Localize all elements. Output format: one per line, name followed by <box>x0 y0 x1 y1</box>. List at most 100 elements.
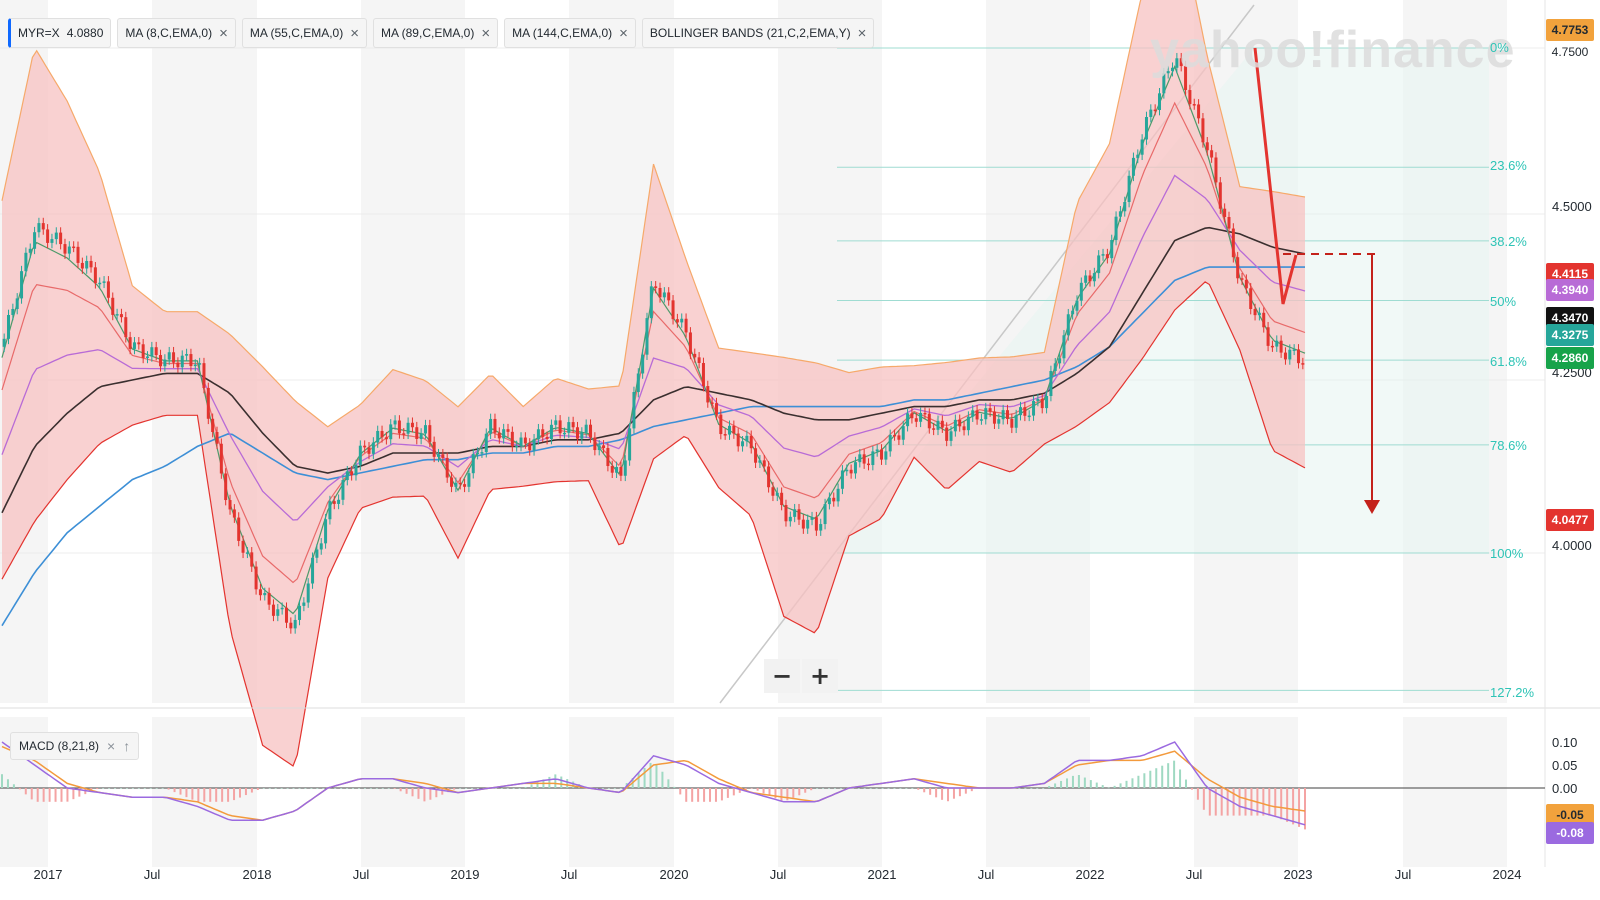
fib-label: 50% <box>1490 294 1517 309</box>
candle-body <box>376 430 380 443</box>
candle-body <box>397 420 401 434</box>
candle-body <box>554 420 558 425</box>
candle-body <box>306 583 310 603</box>
candle-body <box>1001 410 1005 420</box>
candle-body <box>20 271 24 299</box>
candle-body <box>784 505 788 522</box>
drawn-red-zigzag[interactable] <box>1253 47 1298 305</box>
candle-body <box>662 292 666 298</box>
indicator-chip-bollinger[interactable]: BOLLINGER BANDS (21,C,2,EMA,Y) × <box>641 18 875 48</box>
close-icon[interactable]: × <box>857 24 867 42</box>
macd-histogram-bar <box>1042 788 1045 789</box>
candle-body <box>684 318 688 333</box>
candle-body <box>154 347 158 356</box>
macd-histogram-bar <box>435 788 438 798</box>
macd-histogram-bar <box>1071 775 1074 788</box>
macd-histogram-bar <box>1155 768 1158 788</box>
candle-body <box>845 469 849 472</box>
candle-body <box>150 347 154 357</box>
macd-histogram-bar <box>417 788 420 799</box>
macd-histogram-bar <box>1036 788 1039 789</box>
close-icon[interactable]: × <box>219 24 228 42</box>
macd-histogram-bar <box>572 781 575 788</box>
close-icon[interactable]: × <box>619 24 628 42</box>
candle-body <box>215 431 219 444</box>
candle-body <box>606 448 610 467</box>
candle-body <box>419 433 423 439</box>
macd-histogram-bar <box>405 788 408 794</box>
candle-body <box>428 425 432 442</box>
candle-body <box>1192 104 1196 106</box>
candle-body <box>1114 216 1118 240</box>
indicator-chip-ma8[interactable]: MA (8,C,EMA,0) × <box>117 18 236 48</box>
candle-body <box>628 428 632 461</box>
candle-body <box>940 420 944 428</box>
zoom-out-button[interactable]: − <box>764 659 800 693</box>
macd-histogram-bar <box>685 788 688 802</box>
drawn-arrow-head <box>1364 500 1380 514</box>
candle-body <box>163 359 167 367</box>
move-up-icon[interactable]: ↑ <box>123 738 131 754</box>
macd-histogram-bar <box>423 788 426 802</box>
macd-histogram-bar <box>393 788 396 789</box>
candle-body <box>124 317 128 338</box>
candle-body <box>1105 254 1109 259</box>
candle-body <box>111 297 115 315</box>
x-tick-label: Jul <box>352 867 370 882</box>
close-icon[interactable]: × <box>350 24 359 42</box>
macd-histogram-bar <box>334 788 337 789</box>
candle-body <box>1171 67 1175 72</box>
candle-body <box>271 604 275 616</box>
candle-body <box>949 431 953 441</box>
macd-histogram-bar <box>1220 788 1223 816</box>
candle-body <box>541 429 545 437</box>
candle-body <box>979 419 983 421</box>
macd-histogram-bar <box>1083 777 1086 788</box>
macd-chip[interactable]: MACD (8,21,8) × ↑ <box>10 732 140 760</box>
candle-body <box>315 549 319 558</box>
candle-body <box>1257 312 1261 316</box>
candle-body <box>710 402 714 404</box>
candle-body <box>840 470 844 489</box>
candle-body <box>966 416 970 431</box>
candle-body <box>319 543 323 550</box>
close-icon[interactable]: × <box>107 738 116 754</box>
macd-histogram-bar <box>774 788 777 799</box>
ma89-line <box>1 226 1306 514</box>
candle-body <box>1040 398 1044 409</box>
candle-body <box>1175 58 1179 68</box>
indicator-chip-ma55[interactable]: MA (55,C,EMA,0) × <box>241 18 367 48</box>
candle-body <box>597 445 601 451</box>
macd-histogram-bar <box>1214 788 1217 816</box>
candle-body <box>575 427 579 439</box>
candle-body <box>1218 182 1222 209</box>
macd-histogram-bar <box>78 788 81 797</box>
macd-histogram-bar <box>1298 788 1301 827</box>
macd-histogram-bar <box>167 788 170 790</box>
macd-histogram-bar <box>691 788 694 802</box>
macd-histogram-bar <box>506 788 509 789</box>
candle-body <box>910 413 914 419</box>
zoom-in-button[interactable]: + <box>802 659 838 693</box>
macd-histogram-bar <box>964 788 967 794</box>
candle-body <box>59 232 63 245</box>
macd-histogram-bar <box>30 788 33 800</box>
zoom-controls: − + <box>764 659 838 693</box>
candle-body <box>762 460 766 467</box>
candle-body <box>927 413 931 429</box>
macd-histogram-bar <box>1089 780 1092 788</box>
macd-histogram-bar <box>869 788 872 789</box>
indicator-chip-ma144[interactable]: MA (144,C,EMA,0) × <box>504 18 636 48</box>
candle-body <box>1201 118 1205 143</box>
symbol-chip[interactable]: MYR=X 4.0880 <box>8 18 112 48</box>
close-icon[interactable]: × <box>481 24 491 42</box>
candle-body <box>975 410 979 420</box>
candle-body <box>945 427 949 441</box>
macd-histogram-bar <box>887 788 890 789</box>
macd-histogram-bar <box>108 788 111 789</box>
candle-body <box>988 408 992 412</box>
candle-body <box>1053 363 1057 372</box>
macd-histogram-bar <box>804 788 807 793</box>
indicator-chip-ma89[interactable]: MA (89,C,EMA,0) × <box>372 18 499 48</box>
